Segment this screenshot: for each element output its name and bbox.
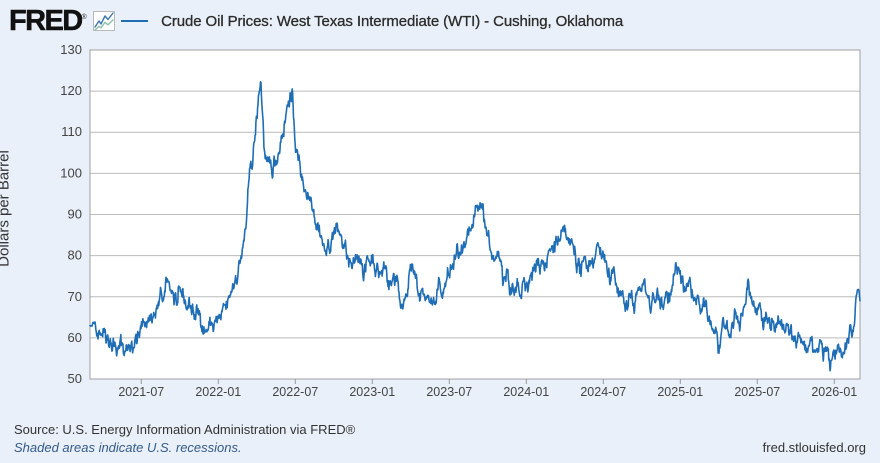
- svg-text:2024-07: 2024-07: [580, 385, 626, 399]
- svg-text:90: 90: [68, 207, 82, 222]
- svg-text:80: 80: [68, 248, 82, 263]
- svg-text:2021-07: 2021-07: [118, 385, 164, 399]
- svg-text:120: 120: [60, 83, 82, 98]
- svg-text:2026-01: 2026-01: [811, 385, 857, 399]
- svg-text:2025-01: 2025-01: [657, 385, 703, 399]
- svg-text:2024-01: 2024-01: [503, 385, 549, 399]
- svg-text:2023-01: 2023-01: [349, 385, 395, 399]
- svg-text:110: 110: [61, 124, 82, 139]
- svg-text:2022-01: 2022-01: [195, 385, 241, 399]
- svg-text:100: 100: [60, 165, 82, 180]
- svg-text:2023-07: 2023-07: [426, 385, 472, 399]
- svg-text:50: 50: [68, 371, 82, 386]
- svg-text:2022-07: 2022-07: [272, 385, 318, 399]
- svg-text:60: 60: [68, 330, 82, 345]
- svg-text:130: 130: [60, 42, 82, 57]
- svg-text:70: 70: [68, 289, 82, 304]
- svg-text:2025-07: 2025-07: [734, 385, 780, 399]
